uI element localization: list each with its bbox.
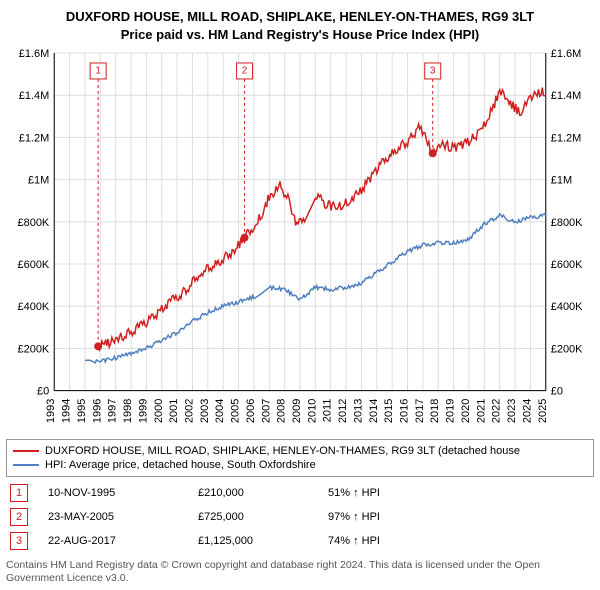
svg-text:2023: 2023 xyxy=(506,399,518,423)
svg-text:2020: 2020 xyxy=(460,399,472,423)
sales-row: 1 10-NOV-1995£210,00051% ↑ HPI xyxy=(6,481,594,505)
sales-row: 3 22-AUG-2017£1,125,00074% ↑ HPI xyxy=(6,529,594,553)
svg-text:1995: 1995 xyxy=(76,399,88,423)
sale-marker-number: 1 xyxy=(95,66,101,77)
svg-text:2021: 2021 xyxy=(475,399,487,423)
svg-text:2007: 2007 xyxy=(260,399,272,423)
footnote: Contains HM Land Registry data © Crown c… xyxy=(6,559,594,586)
svg-text:1998: 1998 xyxy=(122,399,134,423)
svg-text:2015: 2015 xyxy=(383,399,395,423)
legend-row: HPI: Average price, detached house, Sout… xyxy=(13,458,587,472)
svg-text:£1M: £1M xyxy=(28,175,49,187)
sales-price: £210,000 xyxy=(198,487,328,499)
chart-area: £0 £0 £200K £200K £400K £400K £600K £600K £800K £… xyxy=(6,47,594,437)
svg-text:£600K: £600K xyxy=(18,259,50,271)
svg-text:£200K: £200K xyxy=(551,344,583,356)
svg-text:£1M: £1M xyxy=(551,175,572,187)
svg-text:£1.6M: £1.6M xyxy=(19,48,50,60)
title-line-2: Price paid vs. HM Land Registry's House … xyxy=(6,26,594,44)
sales-row: 2 23-MAY-2005£725,00097% ↑ HPI xyxy=(6,505,594,529)
svg-text:£800K: £800K xyxy=(551,217,583,229)
svg-text:2002: 2002 xyxy=(183,399,195,423)
legend-label: DUXFORD HOUSE, MILL ROAD, SHIPLAKE, HENL… xyxy=(45,445,520,457)
svg-text:2010: 2010 xyxy=(306,399,318,423)
svg-text:2022: 2022 xyxy=(491,399,503,423)
svg-text:2001: 2001 xyxy=(168,399,180,423)
title-block: DUXFORD HOUSE, MILL ROAD, SHIPLAKE, HENL… xyxy=(6,8,594,43)
svg-text:2011: 2011 xyxy=(322,399,334,423)
svg-text:£1.6M: £1.6M xyxy=(551,48,582,60)
sale-marker-number: 3 xyxy=(430,66,436,77)
title-line-1: DUXFORD HOUSE, MILL ROAD, SHIPLAKE, HENL… xyxy=(6,8,594,26)
sales-date: 23-MAY-2005 xyxy=(48,511,198,523)
svg-text:£400K: £400K xyxy=(18,301,50,313)
sales-hpi-pct: 97% ↑ HPI xyxy=(328,511,594,523)
svg-text:£600K: £600K xyxy=(551,259,583,271)
svg-text:1993: 1993 xyxy=(45,399,57,423)
svg-text:2016: 2016 xyxy=(399,399,411,423)
sale-dot xyxy=(429,149,437,157)
svg-text:£800K: £800K xyxy=(18,217,50,229)
legend-swatch xyxy=(13,450,39,452)
svg-text:£0: £0 xyxy=(37,386,49,398)
svg-text:2008: 2008 xyxy=(276,399,288,423)
svg-text:2024: 2024 xyxy=(521,399,533,423)
svg-text:2006: 2006 xyxy=(245,399,257,423)
legend-swatch xyxy=(13,464,39,466)
legend-label: HPI: Average price, detached house, Sout… xyxy=(45,459,316,471)
sales-price: £1,125,000 xyxy=(198,535,328,547)
svg-text:2000: 2000 xyxy=(153,399,165,423)
sales-hpi-pct: 51% ↑ HPI xyxy=(328,487,594,499)
svg-text:£1.2M: £1.2M xyxy=(551,133,582,145)
svg-text:2019: 2019 xyxy=(445,399,457,423)
sales-hpi-pct: 74% ↑ HPI xyxy=(328,535,594,547)
svg-text:£1.4M: £1.4M xyxy=(19,90,50,102)
svg-text:£200K: £200K xyxy=(18,344,50,356)
sale-dot xyxy=(241,234,249,242)
chart-container: DUXFORD HOUSE, MILL ROAD, SHIPLAKE, HENL… xyxy=(0,0,600,590)
svg-text:2005: 2005 xyxy=(230,399,242,423)
svg-text:2014: 2014 xyxy=(368,399,380,423)
svg-text:£1.4M: £1.4M xyxy=(551,90,582,102)
legend-row: DUXFORD HOUSE, MILL ROAD, SHIPLAKE, HENL… xyxy=(13,444,587,458)
sales-date: 22-AUG-2017 xyxy=(48,535,198,547)
svg-text:1994: 1994 xyxy=(61,399,73,423)
svg-text:£1.2M: £1.2M xyxy=(19,133,50,145)
svg-text:1999: 1999 xyxy=(137,399,149,423)
svg-text:2004: 2004 xyxy=(214,399,226,423)
svg-text:£0: £0 xyxy=(551,386,563,398)
svg-text:2017: 2017 xyxy=(414,399,426,423)
sale-marker-number: 2 xyxy=(242,66,248,77)
svg-text:2025: 2025 xyxy=(537,399,549,423)
svg-text:2018: 2018 xyxy=(429,399,441,423)
svg-text:2009: 2009 xyxy=(291,399,303,423)
sales-marker-number: 3 xyxy=(10,532,28,550)
svg-text:1996: 1996 xyxy=(91,399,103,423)
sales-table: 1 10-NOV-1995£210,00051% ↑ HPI 2 23-MAY-200… xyxy=(6,481,594,553)
svg-text:£400K: £400K xyxy=(551,301,583,313)
svg-text:1997: 1997 xyxy=(107,399,119,423)
sales-date: 10-NOV-1995 xyxy=(48,487,198,499)
svg-text:2003: 2003 xyxy=(199,399,211,423)
price-chart-svg: £0 £0 £200K £200K £400K £400K £600K £600K £800K £… xyxy=(6,47,594,437)
legend-box: DUXFORD HOUSE, MILL ROAD, SHIPLAKE, HENL… xyxy=(6,439,594,477)
sales-marker-number: 2 xyxy=(10,508,28,526)
svg-text:2013: 2013 xyxy=(352,399,364,423)
property-line xyxy=(98,88,546,351)
sale-dot xyxy=(94,342,102,350)
sales-marker-number: 1 xyxy=(10,484,28,502)
sales-price: £725,000 xyxy=(198,511,328,523)
svg-text:2012: 2012 xyxy=(337,399,349,423)
